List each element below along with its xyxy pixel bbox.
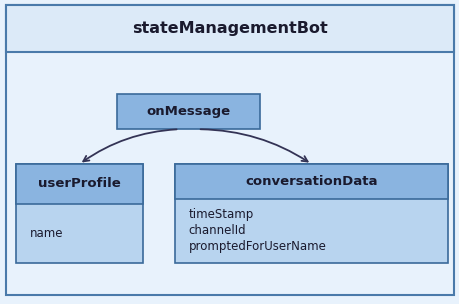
Text: timeStamp: timeStamp [188,208,253,221]
Bar [117,94,259,129]
Text: onMessage: onMessage [146,105,230,118]
Bar [16,164,142,204]
Bar [174,164,448,263]
Text: promptedForUserName: promptedForUserName [188,240,326,254]
Text: stateManagementBot: stateManagementBot [132,21,327,36]
Text: name: name [30,227,63,240]
Text: conversationData: conversationData [245,175,377,188]
Bar [6,5,453,52]
Text: channelId: channelId [188,224,246,237]
Bar [16,164,142,263]
Text: userProfile: userProfile [38,178,120,190]
Bar [174,164,448,199]
